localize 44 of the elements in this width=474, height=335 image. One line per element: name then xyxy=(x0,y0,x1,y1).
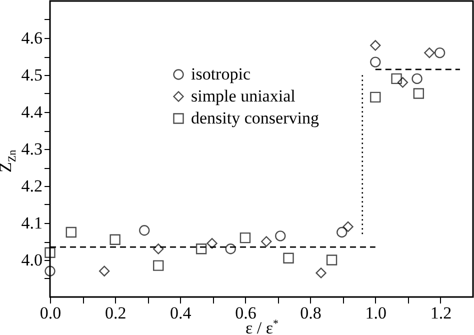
x-tick-label: 0.4 xyxy=(170,304,192,322)
point xyxy=(424,47,435,58)
legend-label: simple uniaxial xyxy=(191,86,296,106)
point xyxy=(434,47,446,58)
point xyxy=(66,226,76,238)
y-tick-label: 4.3 xyxy=(21,140,42,158)
point xyxy=(206,238,218,249)
point xyxy=(44,247,56,258)
point xyxy=(153,244,164,254)
point xyxy=(370,40,381,51)
point xyxy=(342,221,354,232)
point xyxy=(370,56,381,68)
y-tick-label: 4.2 xyxy=(21,176,42,196)
y-tick-label: 4.0 xyxy=(21,250,42,270)
x-tick-label: 1.2 xyxy=(430,304,452,322)
point xyxy=(240,232,251,244)
point xyxy=(261,236,272,247)
y-tick-label: 4.1 xyxy=(21,214,42,232)
point xyxy=(336,226,348,238)
point xyxy=(412,73,422,84)
legend-label: density conserving xyxy=(191,108,320,128)
y-tick-label: 4.6 xyxy=(21,28,42,48)
point xyxy=(316,268,326,278)
x-tick-label: 0.8 xyxy=(300,304,322,322)
point xyxy=(44,266,56,276)
point xyxy=(275,230,286,242)
point xyxy=(153,260,164,271)
y-tick-label: 4.4 xyxy=(21,102,43,122)
point xyxy=(225,244,236,254)
point xyxy=(413,88,424,99)
x-tick-label: 0.0 xyxy=(40,304,62,322)
legend-label: isotropic xyxy=(191,64,251,84)
point xyxy=(370,92,381,103)
point xyxy=(326,254,338,266)
point xyxy=(196,244,207,254)
y-tick-label: 4.5 xyxy=(21,66,42,84)
point xyxy=(391,73,402,84)
point xyxy=(397,77,408,88)
point xyxy=(283,252,294,264)
point xyxy=(110,234,120,245)
point xyxy=(98,266,110,276)
point xyxy=(139,225,150,236)
x-tick-label: 1.0 xyxy=(365,304,387,322)
x-tick-label: 0.2 xyxy=(104,304,126,322)
